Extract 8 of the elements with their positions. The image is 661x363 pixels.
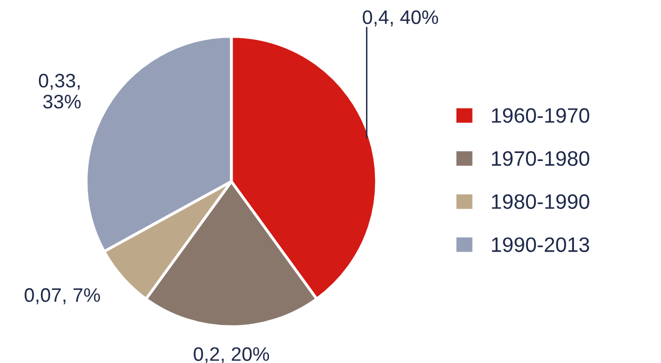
data-label: 0,4, 40% (362, 10, 438, 26)
legend-label: 1990-2013 (492, 237, 590, 252)
legend-label: 1960-1970 (492, 108, 590, 123)
legend-label: 1970-1980 (492, 151, 590, 166)
legend-label: 1980-1990 (492, 194, 590, 209)
data-label: 0,07, 7% (24, 288, 100, 304)
data-label: 0,33, 33% (38, 74, 81, 108)
data-label: 0,2, 20% (194, 347, 270, 363)
